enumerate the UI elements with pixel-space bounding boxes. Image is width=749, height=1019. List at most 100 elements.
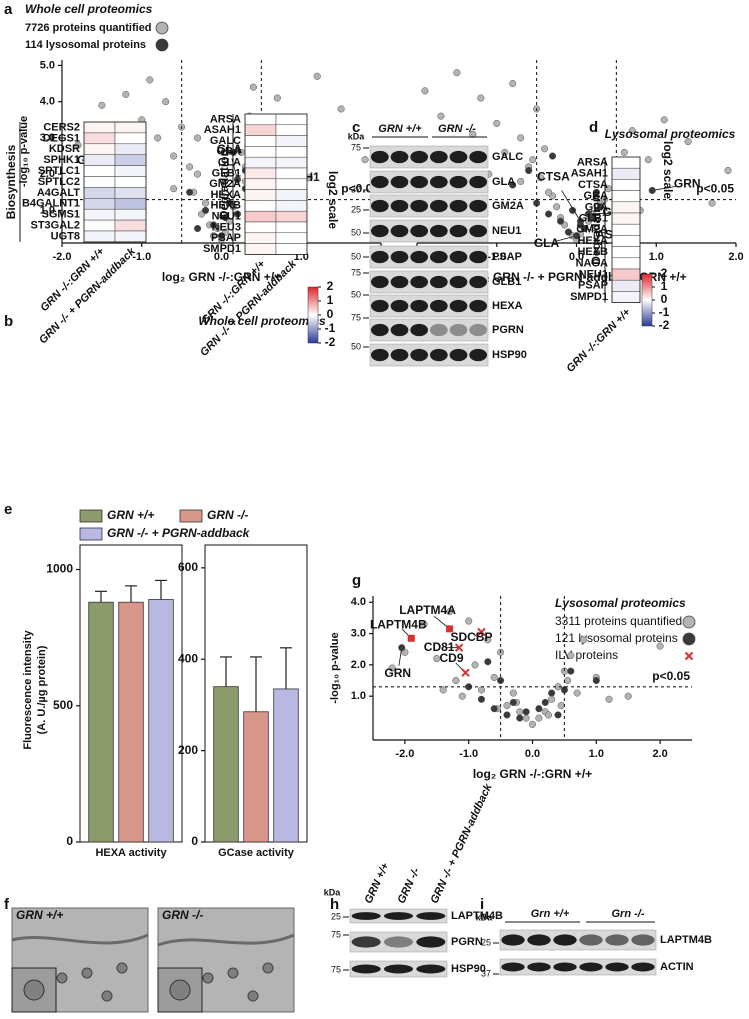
row-label: PSAP <box>211 232 241 244</box>
panel-letter: b <box>4 313 13 330</box>
heat-cell <box>83 132 116 145</box>
heat-cell <box>275 189 308 201</box>
point <box>572 232 581 240</box>
blot-band <box>449 224 468 238</box>
heat-cell <box>244 243 277 255</box>
y-tick-label: 3.0 <box>40 132 55 144</box>
blot-band <box>429 250 448 264</box>
point <box>446 608 454 616</box>
marker-label: 75 <box>351 142 361 152</box>
blot-band <box>469 250 488 264</box>
protein-label: HEXA <box>492 300 523 312</box>
point <box>452 676 460 685</box>
bar <box>213 686 239 843</box>
point <box>458 692 466 700</box>
heat-cell <box>611 279 641 292</box>
point <box>477 686 486 694</box>
y-tick-label: 400 <box>178 651 198 665</box>
row-label: NAGA <box>576 257 608 269</box>
heat-cell <box>83 198 116 210</box>
x-tick-label: -1.0 <box>132 251 151 263</box>
panel-letter: e <box>4 501 12 518</box>
heat-cell <box>275 200 308 212</box>
heat-cell <box>244 232 277 244</box>
x-stroke <box>684 651 694 661</box>
blot-band <box>501 934 525 946</box>
blot-band <box>370 299 389 313</box>
row-label: GM2A <box>576 224 608 236</box>
heat-cell <box>611 235 641 247</box>
point <box>501 148 509 156</box>
blot-band <box>370 323 389 337</box>
heat-cell <box>114 132 147 145</box>
point <box>648 186 656 195</box>
row-label: ARSA <box>577 157 608 169</box>
heat-cell <box>83 230 116 243</box>
blot-band <box>410 299 429 313</box>
blot-band <box>351 964 381 974</box>
point-label: LAPTM4A <box>399 603 456 617</box>
y-tick-label: 1.0 <box>40 204 55 216</box>
colorbar-tick-label: -2 <box>325 335 336 349</box>
panel-letter: d <box>589 119 598 136</box>
blot-band <box>449 275 468 289</box>
row-label: ASAH1 <box>204 124 241 136</box>
blot-band <box>605 962 629 972</box>
protein-label: GLA <box>492 176 515 188</box>
heat-cell <box>244 113 277 126</box>
heat-cell <box>114 230 147 243</box>
panel-letter: i <box>480 896 484 913</box>
em-organelle <box>202 972 214 984</box>
em-organelle <box>56 972 68 984</box>
kda-label: kDa <box>324 887 342 897</box>
blot-band <box>390 224 409 238</box>
heat-cell <box>275 221 308 234</box>
blot-band <box>351 912 381 920</box>
point <box>584 210 593 218</box>
colorbar-tick-label: 0 <box>661 292 668 306</box>
x-tick-label: -1.0 <box>487 251 506 263</box>
row-label: B4GALNT1 <box>22 198 80 210</box>
point <box>484 636 492 644</box>
heat-cell <box>611 291 641 303</box>
point <box>490 705 498 713</box>
x-stroke <box>454 643 464 652</box>
point <box>186 163 194 171</box>
column-label: GRN +/+ <box>362 861 391 906</box>
point <box>170 185 178 193</box>
blot-band <box>390 250 409 264</box>
panel-letter: a <box>4 1 13 18</box>
point <box>541 698 549 706</box>
colorbar-tick-label: 0 <box>327 307 334 321</box>
row-label: GBA <box>584 190 609 202</box>
group-label: Biosynthesis <box>4 144 18 219</box>
colorbar-label: log2 scale <box>326 171 340 229</box>
point <box>516 714 524 722</box>
marker-label: 37 <box>481 968 491 978</box>
bar <box>118 601 144 843</box>
blot-band <box>410 224 429 238</box>
point <box>490 673 498 681</box>
heat-cell <box>275 146 308 158</box>
row-label: ASAH1 <box>571 168 608 180</box>
blot-band <box>469 175 488 189</box>
x-stroke <box>461 668 470 677</box>
point <box>337 105 345 113</box>
em-membrane <box>157 933 295 947</box>
point-label: CTSA <box>537 169 570 183</box>
point <box>564 228 573 236</box>
row-label: GBA <box>217 146 242 158</box>
point <box>398 644 406 652</box>
x-tick-label: 2.0 <box>728 251 743 263</box>
blot-band <box>390 275 409 289</box>
heat-cell <box>244 167 277 180</box>
blot-band <box>449 299 468 313</box>
em-organelle <box>262 962 274 974</box>
marker-label: 75 <box>331 929 341 939</box>
heat-cell <box>114 187 147 199</box>
blot-band <box>429 348 448 362</box>
marker-label: 50 <box>351 289 361 299</box>
blot-band <box>553 934 577 946</box>
marker-label: 37 <box>351 184 361 194</box>
panel-title: Whole cell proteomics <box>198 314 326 328</box>
